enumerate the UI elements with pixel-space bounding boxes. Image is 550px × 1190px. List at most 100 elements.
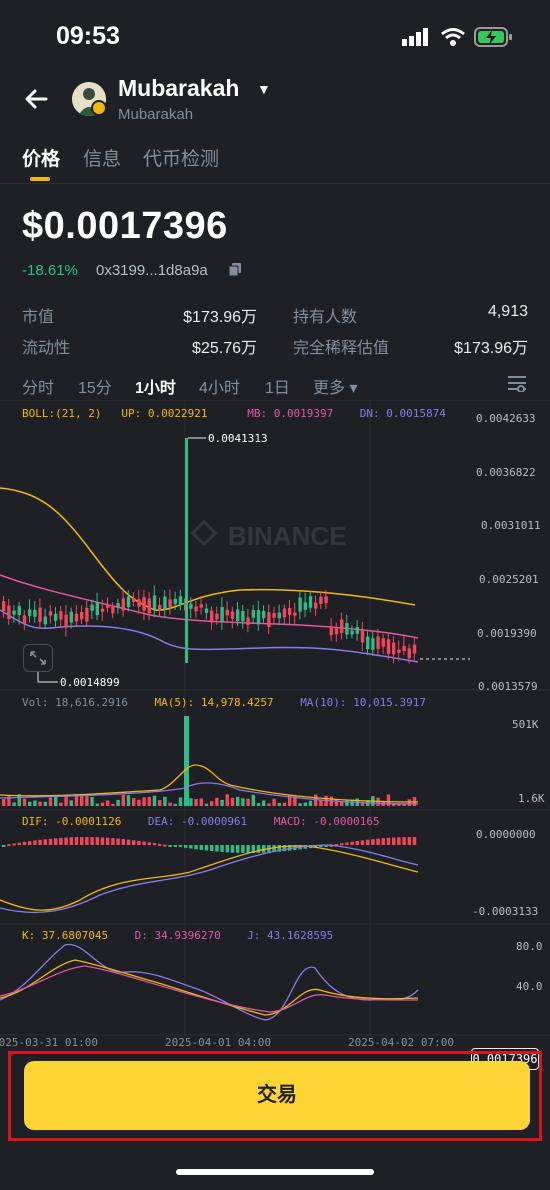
macd-bar [184,845,188,848]
candle-body [64,614,68,627]
macd-bar [33,840,37,845]
candle-body [90,604,94,611]
token-name[interactable]: Mubarakah [118,75,240,101]
battery-icon [474,27,512,47]
macd-bar [22,841,27,845]
volume-bar [334,799,339,806]
volume-bar [152,795,157,806]
market-cap-value: $173.96万 [183,309,257,326]
copy-icon[interactable] [229,263,241,276]
price-axis-label: 0.0013579 [478,680,538,693]
volume-bar [397,803,401,806]
macd-bar [256,845,261,853]
macd-bar [38,839,42,845]
volume-bar [340,801,344,806]
status-bar: 09:53 [0,0,550,70]
kline-chart[interactable]: BINANCE 0.0041313 0.0014899 BOLL:(21, 2)… [0,400,550,1070]
macd-bar [282,845,287,852]
trade-button[interactable]: 交易 [24,1061,530,1130]
macd-bar [371,839,375,845]
candle-body [319,596,323,605]
candle-body [366,636,370,650]
macd-bar [324,845,328,847]
volume-bar [251,794,255,806]
macd-bar [329,844,333,847]
volume-bar [210,801,214,806]
volume-bar [199,798,203,806]
macd-bar [345,842,349,845]
macd-bar [236,845,240,853]
macd-bar [210,845,214,852]
interval-1d[interactable]: 1日 [265,380,290,397]
chart-watermark: BINANCE [228,521,346,551]
chart-settings-icon[interactable] [507,374,527,392]
candle-body [194,606,198,612]
candle-body [303,602,307,610]
volume-bar [392,803,396,806]
volume-bar [262,800,266,806]
low-price-marker: 0.0014899 [60,676,120,689]
macd-bar [80,837,84,845]
volume-bar [95,803,99,806]
macd-bar [173,845,177,847]
active-tab-indicator [30,177,50,181]
candle-body [85,607,89,622]
volume-bar [74,794,79,806]
candle-body [173,598,177,604]
tab-info[interactable]: 信息 [83,149,122,170]
volume-bar [298,803,302,806]
candle-body [163,596,167,610]
macd-bar [340,843,344,846]
tab-token-check[interactable]: 代币检测 [143,149,220,170]
fdv-value: $173.96万 [454,340,528,357]
interval-more[interactable]: 更多 ▾ [313,380,358,397]
fullscreen-button[interactable] [23,644,53,672]
macd-bar [277,845,281,852]
macd-bar [90,837,94,845]
candle-body [376,636,380,650]
macd-bar [163,844,167,847]
macd-bar [69,837,73,845]
interval-4h[interactable]: 4小时 [199,380,240,397]
back-arrow-icon[interactable] [22,84,52,114]
volume-bar [33,800,37,806]
volume-bar [220,799,224,806]
volume-bar [173,803,177,806]
macd-bar [360,840,365,845]
macd-bar [2,845,6,847]
volume-bar [402,803,406,806]
volume-bar [189,798,193,806]
candle-body [220,606,224,622]
macd-bar [397,837,401,845]
macd-bar [350,841,354,845]
tab-bar: 价格 信息 代币检测 [0,140,550,184]
volume-bar [345,799,349,806]
macd-bar [376,838,380,845]
interval-1h[interactable]: 1小时 [135,380,176,397]
interval-15m[interactable]: 15分 [78,380,112,397]
macd-bar [158,843,162,846]
candle-body [262,611,266,619]
candle-body [137,599,141,607]
macd-bar [142,841,146,845]
candle-body [28,609,32,616]
candle-body [360,629,365,643]
candle-body [241,611,245,622]
macd-bar [168,845,172,847]
interval-timeline[interactable]: 分时 [22,380,55,397]
candle-body [106,604,110,609]
candle-body [95,601,99,616]
volume-bar [59,802,63,806]
candle-body [256,610,261,625]
volume-bar [246,798,250,806]
macd-bar [366,839,370,845]
dropdown-caret-icon[interactable]: ▼ [257,81,271,97]
candle-body [345,623,349,635]
tab-price[interactable]: 价格 [22,149,61,170]
macd-bar [204,845,209,851]
macd-bar [272,845,276,853]
macd-bar [334,844,339,847]
candle-body [178,596,183,606]
chart-canvas: BINANCE 0.0041313 0.0014899 [0,400,550,1036]
volume-bar [132,797,136,806]
